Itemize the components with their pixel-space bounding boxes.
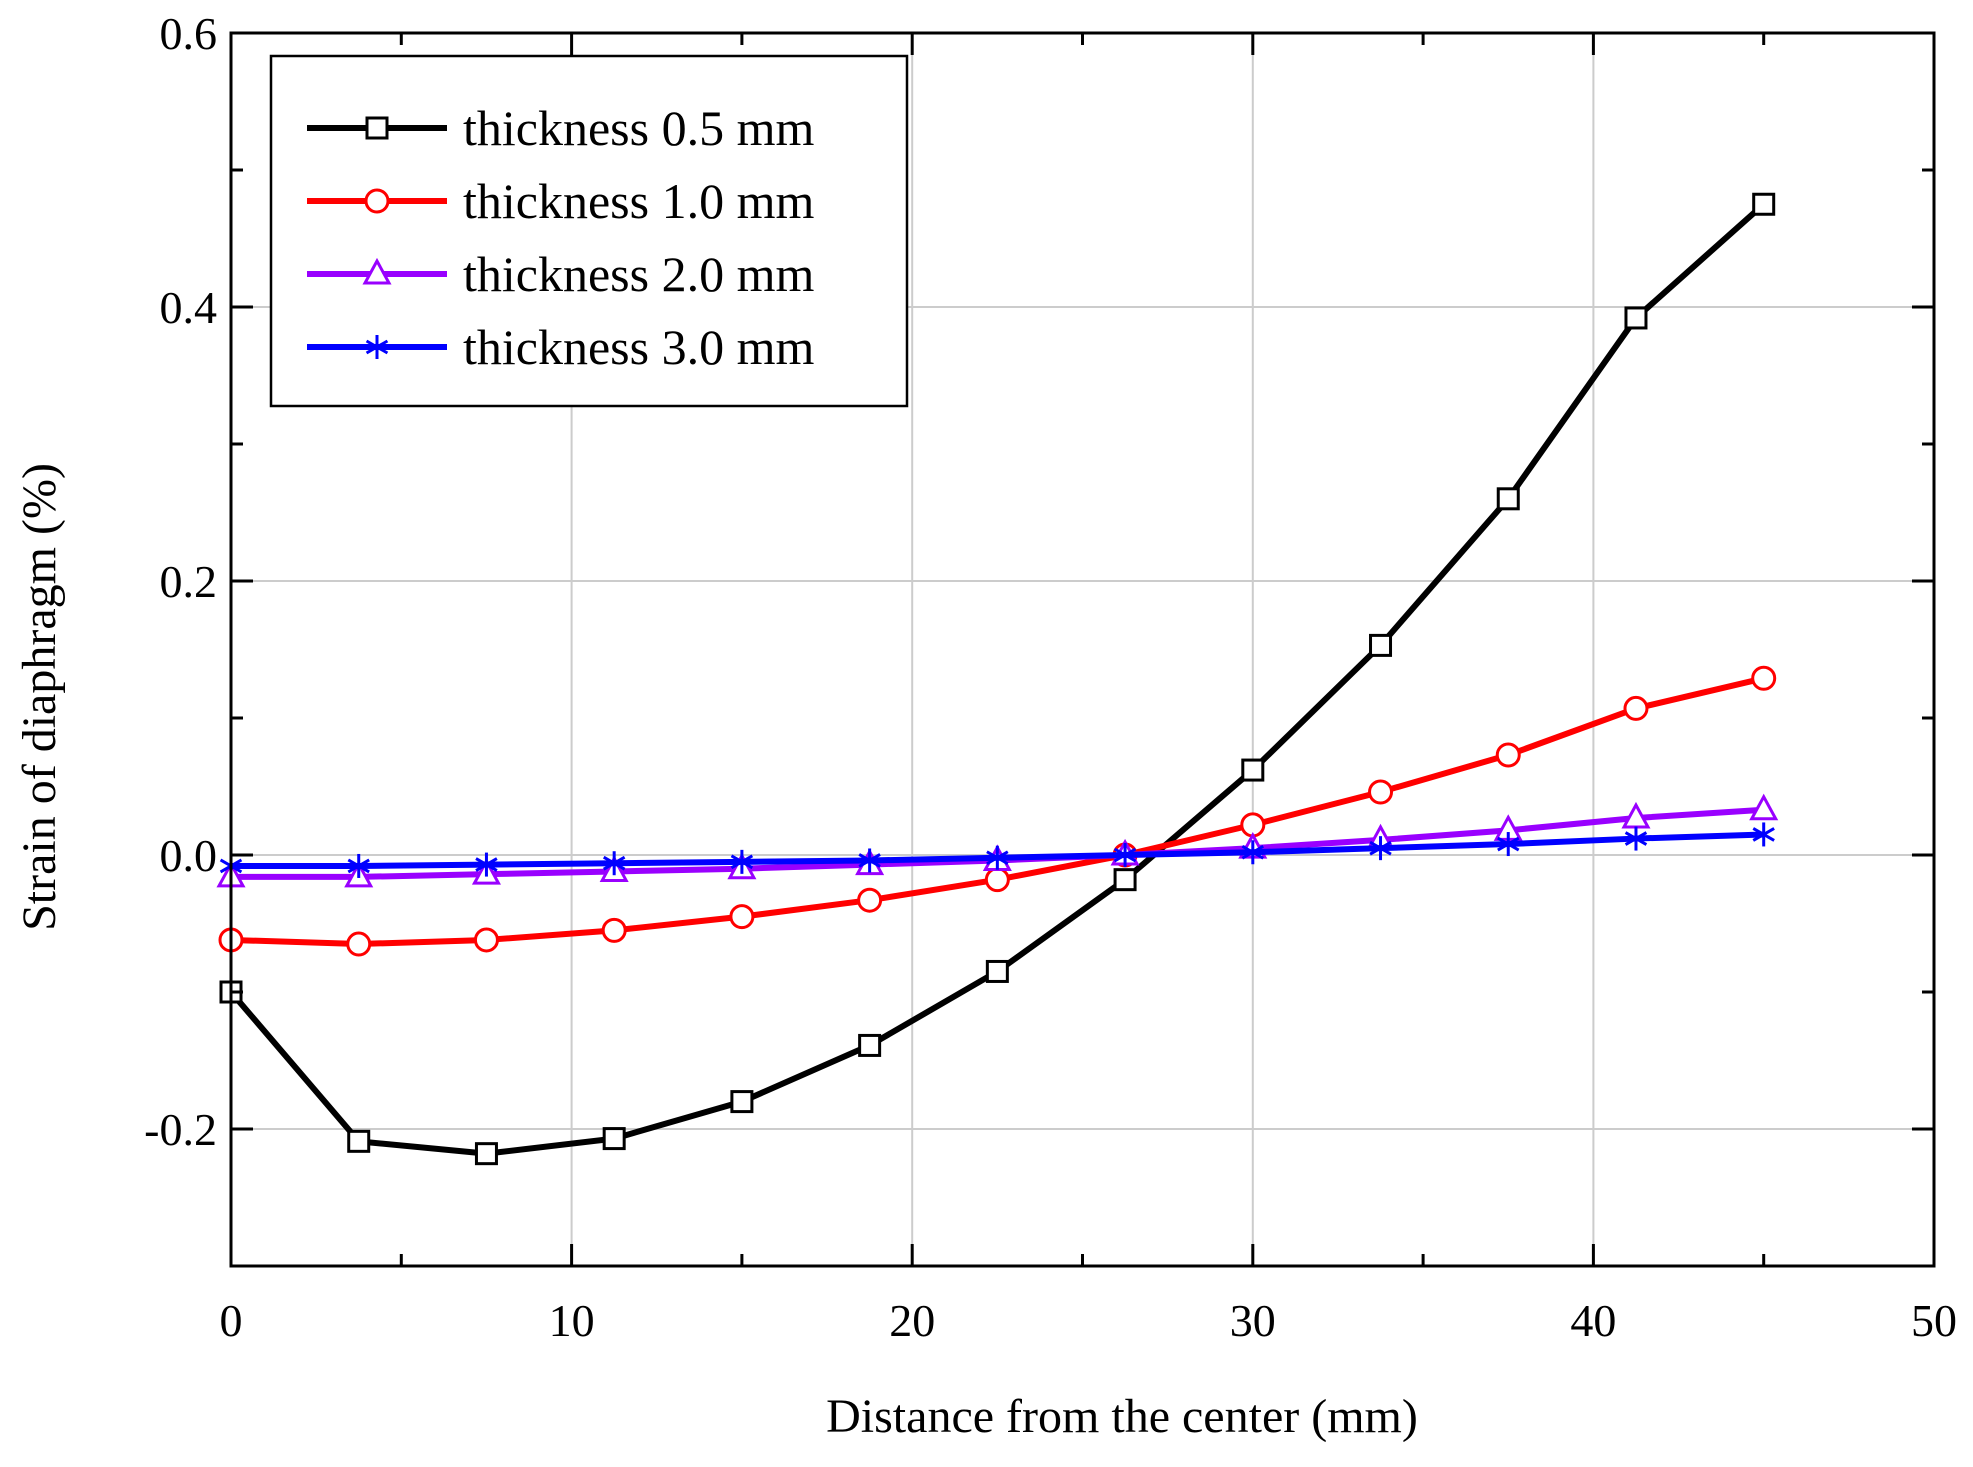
data-point-marker — [347, 853, 370, 878]
data-point-marker — [1749, 793, 1779, 821]
data-point-marker — [1113, 868, 1137, 892]
data-point-marker — [1369, 633, 1393, 657]
x-tick-label: 50 — [1911, 1295, 1957, 1346]
asterisk-stroke — [347, 858, 370, 874]
data-point-marker — [1495, 742, 1521, 768]
data-point-marker — [986, 845, 1009, 870]
x-axis-title: Distance from the center (mm) — [826, 1390, 1418, 1443]
data-point-marker — [1497, 832, 1520, 857]
asterisk-stroke — [1497, 836, 1520, 852]
axes — [229, 31, 1936, 1268]
y-tick-label: 0.2 — [160, 556, 218, 607]
x-tick-label: 20 — [889, 1295, 935, 1346]
data-point-marker — [857, 887, 883, 913]
x-tick-label: 40 — [1570, 1295, 1616, 1346]
data-point-marker — [1624, 826, 1648, 851]
data-point-marker — [1624, 306, 1648, 330]
legend-label: thickness 1.0 mm — [463, 173, 814, 229]
x-tick-label: 30 — [1230, 1295, 1276, 1346]
data-point-marker — [1241, 840, 1264, 865]
series-2 — [218, 665, 1777, 957]
data-point-marker — [1368, 779, 1394, 805]
data-point-marker — [1241, 758, 1265, 782]
y-tick-label: 0.4 — [160, 282, 218, 333]
asterisk-stroke — [858, 853, 881, 868]
x-tick-label: 10 — [549, 1295, 595, 1346]
asterisk-stroke — [1241, 844, 1264, 860]
asterisk-stroke — [986, 850, 1009, 866]
asterisk-stroke — [1113, 847, 1137, 863]
series-line — [230, 675, 1765, 948]
data-point-marker — [365, 116, 389, 140]
data-point-marker — [1751, 665, 1777, 691]
data-point-marker — [729, 904, 755, 930]
y-tick-label: 0.0 — [160, 830, 218, 881]
y-axis-title: Strain of diaphragm (%) — [13, 463, 66, 931]
x-tick-label: 0 — [220, 1295, 243, 1346]
y-tick-label: 0.6 — [160, 8, 218, 59]
tick-labels: 0 10 20 30 40 50 -0.2 0.0 0.2 0.4 0.6 — [144, 8, 1957, 1346]
data-point-marker — [475, 852, 498, 877]
series-4 — [219, 822, 1775, 878]
data-point-marker — [601, 917, 627, 943]
data-point-marker — [365, 335, 389, 359]
data-point-marker — [347, 1129, 371, 1153]
data-point-marker — [602, 1127, 626, 1151]
data-point-marker — [346, 931, 372, 957]
data-point-marker — [985, 959, 1009, 983]
legend-entry: thickness 0.5 mm — [307, 100, 814, 156]
y-tick-label: -0.2 — [144, 1104, 217, 1155]
asterisk-stroke — [365, 339, 389, 355]
legend-entry: thickness 1.0 mm — [307, 173, 814, 229]
data-point-marker — [730, 849, 754, 874]
data-point-marker — [858, 1033, 882, 1057]
data-point-marker — [473, 927, 499, 953]
legend-entry: thickness 3.0 mm — [307, 319, 814, 375]
data-point-marker — [1752, 192, 1776, 216]
data-point-marker — [362, 257, 392, 285]
data-point-marker — [730, 1090, 754, 1114]
data-point-marker — [602, 851, 626, 876]
data-point-marker — [984, 867, 1010, 893]
legend-label: thickness 2.0 mm — [463, 246, 814, 302]
asterisk-stroke — [1369, 840, 1392, 856]
data-point-marker — [1752, 822, 1775, 847]
asterisk-stroke — [730, 854, 754, 870]
legend: thickness 0.5 mm thickness 1.0 mm thicknes… — [269, 54, 909, 408]
asterisk-stroke — [1624, 831, 1648, 846]
asterisk-stroke — [602, 855, 626, 871]
asterisk-stroke — [475, 857, 498, 872]
legend-label: thickness 3.0 mm — [463, 319, 814, 375]
asterisk-stroke — [1752, 827, 1775, 842]
data-point-marker — [364, 188, 390, 214]
data-point-marker — [1623, 695, 1649, 721]
data-point-marker — [1113, 843, 1137, 867]
legend-entry: thickness 2.0 mm — [307, 246, 814, 302]
legend-label: thickness 0.5 mm — [463, 100, 814, 156]
data-point-marker — [1496, 487, 1520, 511]
series-layer — [216, 192, 1779, 1166]
data-point-marker — [474, 1142, 498, 1166]
data-point-marker — [1369, 836, 1392, 861]
data-point-marker — [858, 848, 881, 873]
